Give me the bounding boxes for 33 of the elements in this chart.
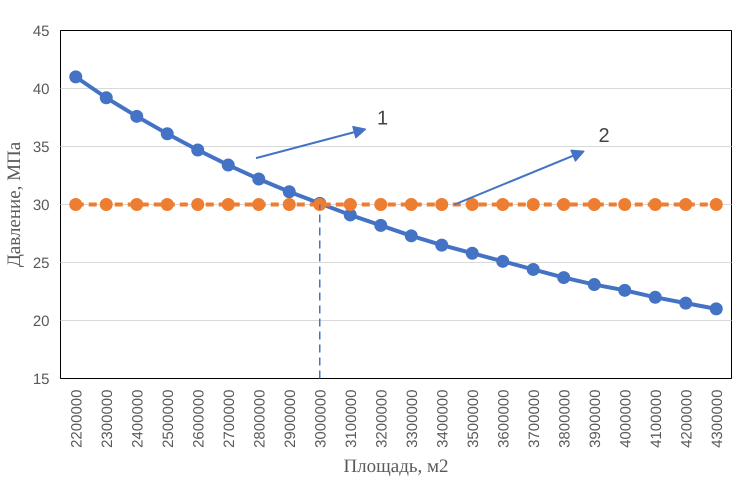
x-tick-label: 3700000 [526, 389, 543, 448]
y-tick-label: 45 [32, 23, 50, 40]
x-axis-title: Площадь, м2 [343, 456, 449, 477]
y-tick-label: 30 [32, 197, 50, 214]
x-tick-label: 3900000 [586, 389, 604, 448]
x-tick-label: 2800000 [251, 389, 268, 448]
x-tick-label: 2900000 [282, 389, 299, 448]
x-tick-label: 4200000 [678, 389, 696, 448]
x-tick-label: 2500000 [160, 389, 177, 448]
x-tick-label: 4100000 [648, 389, 665, 448]
annotation: 1 [377, 108, 388, 130]
x-tick-label: 3000000 [312, 389, 330, 448]
x-tick-label: 3100000 [342, 389, 360, 448]
x-tick-label: 2700000 [220, 389, 238, 448]
x-tick-label: 2400000 [129, 389, 146, 448]
y-tick-label: 25 [32, 255, 50, 272]
x-tick-label: 3600000 [495, 389, 512, 448]
x-tick-label: 4000000 [617, 389, 634, 448]
x-tick-label: 2200000 [68, 389, 86, 448]
x-tick-label: 3800000 [556, 389, 574, 448]
x-tick-label: 2300000 [98, 389, 116, 448]
y-tick-label: 35 [32, 139, 50, 156]
y-axis-title: Давление, МПа [4, 141, 25, 268]
annotation: 2 [598, 124, 610, 147]
x-tick-label: 2600000 [190, 389, 208, 448]
x-tick-label: 4300000 [708, 389, 726, 448]
x-tick-label: 3200000 [373, 389, 390, 448]
y-tick-label: 15 [32, 371, 50, 388]
x-tick-label: 3400000 [434, 389, 452, 448]
y-tick-label: 20 [32, 313, 50, 330]
x-tick-label: 3300000 [404, 389, 421, 448]
x-tick-label: 3500000 [464, 389, 482, 448]
y-tick-label: 40 [32, 81, 50, 98]
